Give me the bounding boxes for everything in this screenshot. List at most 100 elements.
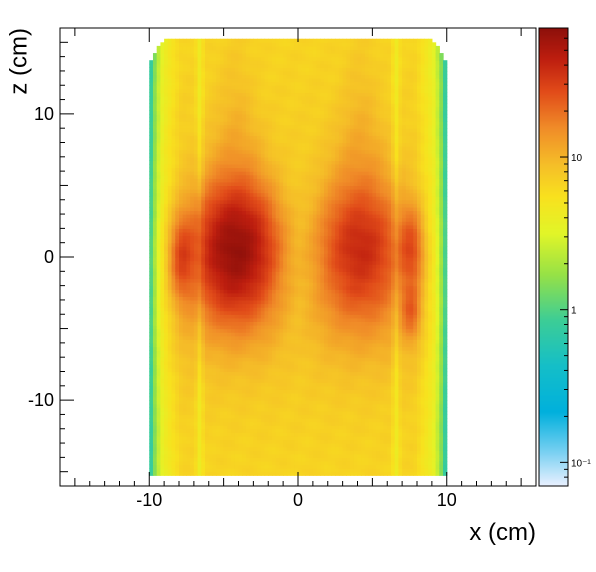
heatmap-cell <box>164 360 169 365</box>
heatmap-cell <box>193 342 199 348</box>
heatmap-cell <box>298 239 303 244</box>
heatmap-cell <box>175 385 180 390</box>
heatmap-cell <box>216 328 221 333</box>
heatmap-cell <box>260 446 266 451</box>
heatmap-cell <box>201 364 206 369</box>
heatmap-cell <box>186 138 191 144</box>
heatmap-cell <box>227 450 232 455</box>
heatmap-cell <box>290 149 295 154</box>
heatmap-cell <box>286 450 292 455</box>
heatmap-cell <box>242 267 247 272</box>
heatmap-cell <box>260 196 266 201</box>
heatmap-cell <box>268 196 273 201</box>
heatmap-cell <box>298 342 303 348</box>
heatmap-cell <box>156 189 162 194</box>
heatmap-cell <box>253 189 258 194</box>
heatmap-cell <box>283 103 288 108</box>
heatmap-cell <box>205 310 210 315</box>
heatmap-cell <box>242 63 247 68</box>
heatmap-cell <box>257 392 262 398</box>
heatmap-cell <box>260 335 266 340</box>
heatmap-cell <box>294 460 299 466</box>
heatmap-cell <box>208 385 214 390</box>
heatmap-cell <box>260 321 266 326</box>
heatmap-cell <box>164 70 169 76</box>
heatmap-cell <box>294 95 299 101</box>
heatmap-cell <box>283 342 288 348</box>
heatmap-cell <box>260 357 266 362</box>
heatmap-cell <box>179 335 184 340</box>
heatmap-cell <box>186 432 191 437</box>
heatmap-cell <box>238 367 243 373</box>
heatmap-cell <box>212 414 217 419</box>
heatmap-cell <box>197 367 202 373</box>
heatmap-cell <box>190 131 195 136</box>
heatmap-cell <box>167 113 173 119</box>
heatmap-cell <box>182 282 188 287</box>
heatmap-cell <box>223 124 228 129</box>
heatmap-cell <box>227 299 232 305</box>
heatmap-cell <box>253 196 258 201</box>
heatmap-cell <box>290 110 295 115</box>
heatmap-cell <box>298 206 303 212</box>
heatmap-cell <box>186 171 191 176</box>
heatmap-cell <box>283 303 288 308</box>
heatmap-cell <box>186 163 191 169</box>
heatmap-cell <box>227 375 232 380</box>
heatmap-cell <box>275 142 281 147</box>
heatmap-cell <box>294 435 299 441</box>
heatmap-cell <box>286 249 292 255</box>
heatmap-cell <box>223 367 228 373</box>
heatmap-cell <box>156 110 162 115</box>
heatmap-cell <box>290 342 295 348</box>
heatmap-cell <box>205 235 210 240</box>
heatmap-cell <box>257 42 262 47</box>
heatmap-cell <box>182 378 188 383</box>
heatmap-cell <box>175 146 180 151</box>
heatmap-cell <box>286 67 292 72</box>
heatmap-cell <box>253 443 258 448</box>
heatmap-cell <box>164 217 169 222</box>
heatmap-cell <box>245 178 251 183</box>
heatmap-cell <box>298 221 303 226</box>
heatmap-cell <box>268 468 273 473</box>
heatmap-cell <box>186 453 191 458</box>
heatmap-cell <box>156 464 162 469</box>
heatmap-cell <box>197 443 202 448</box>
heatmap-cell <box>212 235 217 240</box>
heatmap-cell <box>260 271 266 276</box>
heatmap-cell <box>212 392 217 398</box>
heatmap-cell <box>249 131 254 136</box>
heatmap-cell <box>275 425 281 430</box>
heatmap-cell <box>271 389 277 394</box>
heatmap-cell <box>175 418 180 423</box>
heatmap-cell <box>279 246 284 251</box>
heatmap-cell <box>286 81 292 86</box>
heatmap-cell <box>290 282 295 287</box>
heatmap-cell <box>201 317 206 323</box>
heatmap-cell <box>212 156 217 161</box>
heatmap-cell <box>264 385 269 390</box>
heatmap-cell <box>190 167 195 172</box>
heatmap-cell <box>171 206 176 212</box>
heatmap-cell <box>286 167 292 172</box>
heatmap-cell <box>179 113 184 119</box>
heatmap-cell <box>160 371 165 376</box>
heatmap-cell <box>227 45 232 51</box>
heatmap-cell <box>197 410 202 416</box>
heatmap-cell <box>249 67 254 72</box>
heatmap-cell <box>264 282 269 287</box>
heatmap-cell <box>249 289 254 294</box>
heatmap-cell <box>294 292 299 297</box>
heatmap-cell <box>182 242 188 247</box>
heatmap-cell <box>212 260 217 265</box>
heatmap-cell <box>182 189 188 194</box>
heatmap-cell <box>271 418 277 423</box>
heatmap-cell <box>257 113 262 119</box>
heatmap-cell <box>257 292 262 297</box>
heatmap-cell <box>290 185 295 190</box>
heatmap-cell <box>193 95 199 101</box>
heatmap-cell <box>197 264 202 269</box>
heatmap-cell <box>171 156 176 161</box>
heatmap-cell <box>260 282 266 287</box>
